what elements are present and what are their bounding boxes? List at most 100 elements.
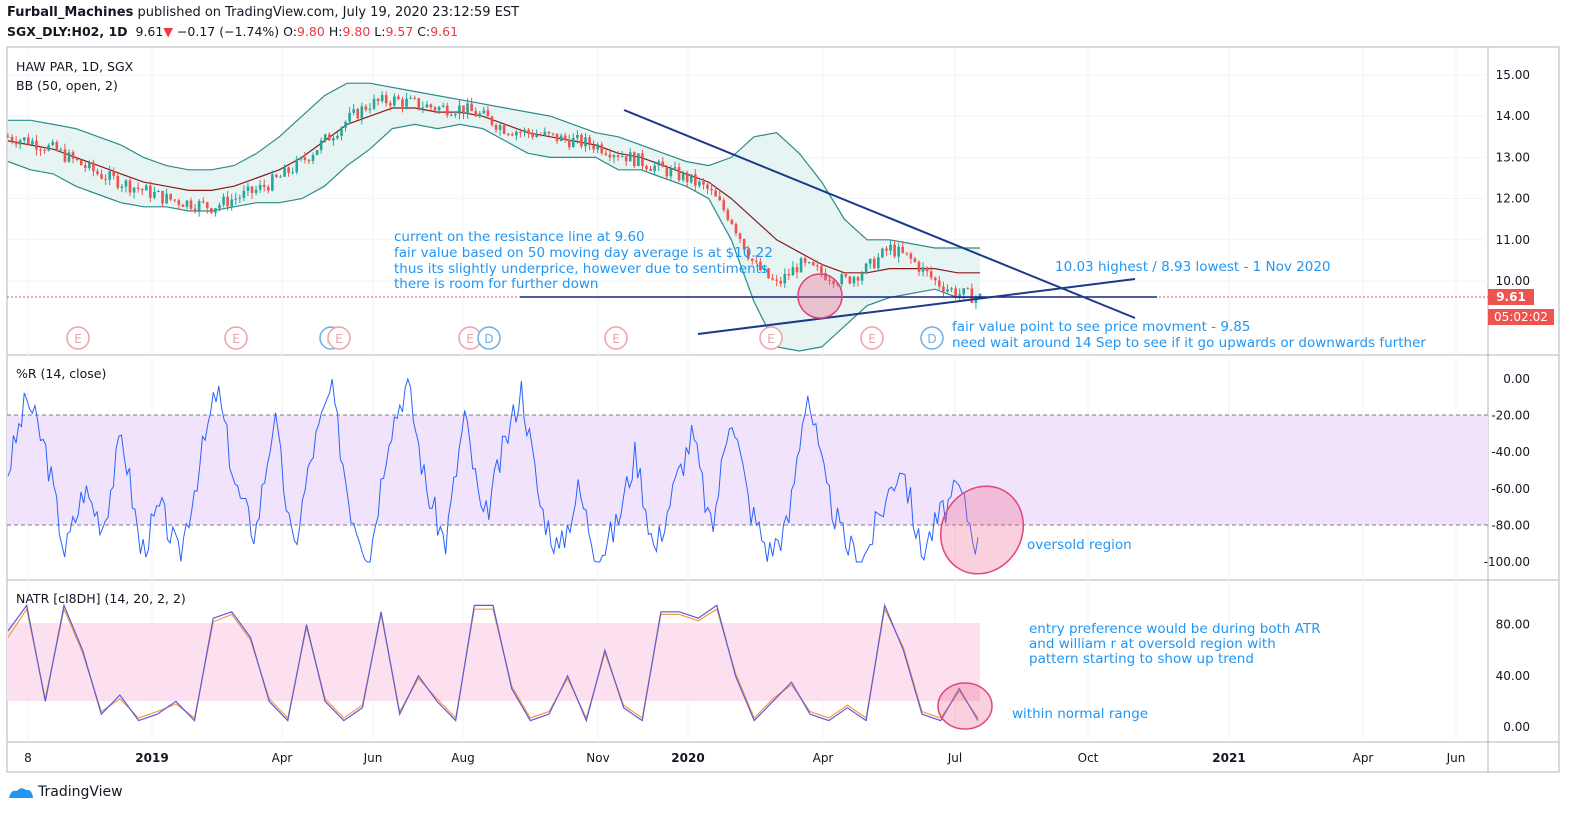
candle-body (929, 271, 933, 278)
event-marker-e[interactable]: E (458, 326, 482, 350)
candle-body (51, 141, 55, 146)
time-tick-label: Nov (586, 751, 609, 765)
candle-body (689, 174, 693, 183)
natr-series (7, 603, 979, 723)
candle-body (714, 190, 717, 197)
event-marker-e[interactable]: E (66, 326, 90, 350)
resistance-trendline[interactable] (623, 109, 1136, 319)
candle-body (230, 199, 233, 207)
candle-body (336, 135, 339, 139)
event-marker-d[interactable]: D (477, 326, 501, 350)
candle-body (856, 277, 860, 281)
candle-body (637, 153, 640, 167)
candle-body (96, 171, 99, 175)
event-marker-circle (920, 326, 944, 350)
candle-body (315, 150, 319, 155)
event-marker-circle (860, 326, 884, 350)
candle-body (559, 135, 563, 142)
candle-body (88, 162, 91, 168)
candle-body (425, 104, 429, 108)
candle-body (864, 263, 868, 274)
candle-body (506, 133, 510, 135)
candle-body (958, 294, 961, 298)
candle-body (767, 268, 770, 279)
natr-tick-label: 80.00 (1496, 618, 1530, 632)
candle-body (75, 158, 79, 161)
entry-note-2: and william r at oversold region with (1029, 636, 1276, 652)
candle-body (551, 133, 555, 135)
fair-value-note-2: need wait around 14 Sep to see if it go … (952, 335, 1426, 351)
event-marker-e[interactable]: E (327, 326, 351, 350)
candle-body (628, 152, 632, 162)
price-badge-text: 9.61 (1496, 290, 1526, 304)
candle-body (710, 188, 713, 191)
candle-body (413, 97, 416, 99)
candle-body (144, 185, 148, 191)
candle-body (458, 105, 461, 114)
candle-body (234, 198, 238, 200)
candle-body (811, 262, 815, 266)
candle-body (31, 140, 34, 145)
price-tick-label: 14.00 (1496, 109, 1530, 123)
resistance-note-line-3: thus its slightly underprice, however du… (394, 261, 768, 277)
event-marker-circle (66, 326, 90, 350)
candle-body (665, 167, 669, 177)
candle-body (624, 156, 628, 162)
event-marker-e[interactable]: E (224, 326, 248, 350)
candle-body (153, 191, 156, 198)
candle-body (474, 111, 477, 117)
author-name[interactable]: Furball_Machines (7, 5, 134, 20)
close-label: C: (417, 24, 431, 39)
candle-body (238, 197, 242, 199)
event-marker-d[interactable]: D (920, 326, 944, 350)
candle-body (775, 279, 778, 281)
event-marker-e[interactable]: E (860, 326, 884, 350)
candle-body (189, 200, 193, 209)
candle-body (718, 196, 722, 201)
candle-body (567, 139, 571, 148)
candle-body (706, 184, 709, 189)
time-tick-label: Apr (272, 751, 293, 765)
support-trendline[interactable] (697, 278, 1136, 335)
y-axis-labels: 15.00 14.00 13.00 12.00 11.00 10.00 0.00 -20.00… (1484, 68, 1530, 734)
candle-body (83, 165, 87, 168)
candle-body (197, 201, 201, 211)
tradingview-logo-icon (9, 788, 33, 798)
candle-body (397, 96, 400, 100)
candle-body (92, 162, 95, 172)
candle-body (79, 160, 83, 166)
time-tick-label: 8 (24, 751, 32, 765)
candle-body (14, 141, 18, 145)
candle-body (112, 171, 116, 176)
candle-body (694, 174, 697, 186)
candle-body (356, 109, 360, 119)
event-markers[interactable]: EEDEEDEEED (66, 326, 944, 350)
candle-body (657, 161, 661, 166)
price-pane-title: HAW PAR, 1D, SGX (16, 59, 134, 74)
tradingview-brand[interactable]: TradingView (8, 784, 123, 800)
candle-body (787, 273, 791, 276)
candle-body (132, 187, 136, 193)
candle-body (100, 174, 103, 179)
oversold-note: oversold region (1027, 537, 1132, 553)
wr-series (7, 377, 979, 563)
candle-body (449, 115, 453, 117)
candle-body (580, 134, 583, 147)
candle-body (486, 110, 490, 117)
natr-fast-line (7, 603, 979, 723)
candle-body (27, 137, 30, 145)
candle-body (612, 155, 616, 158)
high-low-note: 10.03 highest / 8.93 lowest - 1 Nov 2020 (1055, 259, 1331, 275)
event-marker-label: E (612, 332, 620, 346)
price-tick-label: 12.00 (1496, 192, 1530, 206)
candle-body (266, 187, 270, 191)
price-change: −0.17 (−1.74%) (176, 24, 280, 39)
event-marker-e[interactable]: E (759, 326, 783, 350)
candle-body (437, 106, 441, 111)
candle-body (531, 133, 534, 138)
candle-body (466, 103, 469, 115)
event-marker-e[interactable]: E (604, 326, 628, 350)
candle-body (332, 138, 335, 141)
bb-upper-band (8, 82, 980, 249)
